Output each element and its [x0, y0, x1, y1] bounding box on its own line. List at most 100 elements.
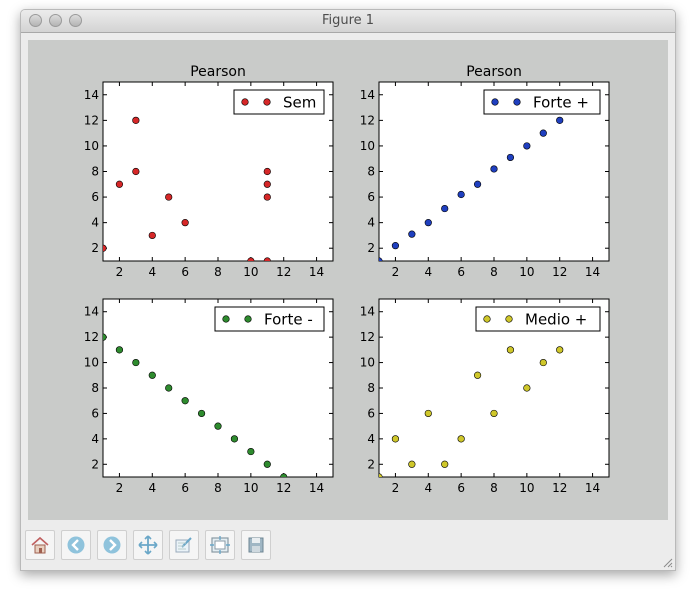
data-point — [391, 435, 400, 443]
home-button[interactable] — [25, 530, 55, 560]
legend-label: Sem — [283, 94, 316, 112]
y-tick-label: 14 — [360, 88, 375, 102]
y-tick-label: 8 — [367, 165, 375, 179]
x-tick-label: 8 — [490, 481, 498, 495]
data-point — [247, 447, 255, 456]
figure-svg: 2 4 6 8 10 12 14 2 4 6 8 10 12 14 Pearson Sem 2 4 6 8 10 12 14… — [84, 64, 610, 495]
x-tick-label: 2 — [392, 265, 400, 279]
y-tick-label: 6 — [91, 406, 99, 420]
data-point — [280, 473, 288, 477]
data-point — [506, 346, 515, 354]
minimize-window-button[interactable] — [49, 14, 62, 27]
data-point — [132, 167, 140, 176]
y-tick-label: 4 — [367, 216, 375, 230]
title-bar: Figure 1 — [21, 10, 675, 33]
legend-marker — [491, 98, 499, 106]
x-tick-label: 6 — [181, 481, 189, 495]
data-point — [490, 409, 498, 418]
data-point — [539, 358, 547, 367]
data-point — [408, 460, 416, 468]
data-point — [165, 384, 173, 392]
close-window-button[interactable] — [29, 14, 42, 27]
data-point — [247, 257, 255, 261]
data-point — [506, 153, 515, 162]
y-tick-label: 2 — [91, 241, 99, 255]
forward-button[interactable] — [97, 530, 127, 560]
pan-icon — [138, 535, 158, 555]
y-tick-label: 4 — [367, 432, 375, 446]
figure-canvas: 2 4 6 8 10 12 14 2 4 6 8 10 12 14 Pearson Sem 2 4 6 8 10 12 14… — [28, 40, 668, 520]
data-point — [523, 384, 531, 392]
data-point — [263, 180, 271, 188]
data-point — [424, 409, 432, 418]
x-tick-label: 2 — [116, 481, 124, 495]
subplot-title: Pearson — [466, 64, 522, 80]
y-tick-label: 8 — [367, 381, 375, 395]
y-tick-label: 10 — [84, 356, 99, 370]
x-tick-label: 14 — [309, 265, 324, 279]
x-tick-label: 4 — [148, 265, 156, 279]
y-tick-label: 4 — [91, 432, 99, 446]
legend-marker — [222, 315, 230, 323]
legend-label: Forte - — [264, 311, 313, 329]
x-tick-label: 12 — [552, 265, 567, 279]
legend-marker — [244, 315, 252, 323]
legend-label: Medio + — [525, 311, 587, 329]
data-point — [539, 129, 547, 137]
y-tick-label: 6 — [91, 190, 99, 204]
data-point — [165, 193, 173, 201]
save-button[interactable] — [241, 530, 271, 560]
y-tick-label: 10 — [360, 139, 375, 153]
data-point — [103, 333, 107, 341]
home-icon — [31, 536, 49, 554]
data-point — [473, 180, 482, 188]
back-button[interactable] — [61, 530, 91, 560]
zoom-button[interactable] — [169, 530, 199, 560]
x-tick-label: 10 — [519, 481, 534, 495]
data-point — [523, 142, 531, 150]
legend-marker — [513, 98, 521, 106]
y-tick-label: 14 — [360, 305, 375, 319]
x-tick-label: 6 — [181, 265, 189, 279]
x-tick-label: 12 — [276, 265, 291, 279]
data-point — [556, 346, 564, 354]
legend-label: Forte + — [533, 94, 589, 112]
legend-marker — [483, 315, 491, 323]
resize-grip-icon[interactable] — [661, 556, 673, 568]
x-tick-label: 10 — [243, 481, 258, 495]
legend-box — [233, 89, 325, 115]
pan-button[interactable] — [133, 530, 163, 560]
data-point — [263, 167, 271, 176]
legend-marker — [505, 315, 513, 323]
y-tick-label: 2 — [367, 457, 375, 471]
y-tick-label: 14 — [84, 305, 99, 319]
data-point — [441, 460, 449, 468]
window-title: Figure 1 — [321, 13, 375, 28]
x-tick-label: 8 — [214, 265, 222, 279]
subplot-title: Pearson — [190, 64, 246, 80]
data-point — [379, 473, 383, 477]
y-tick-label: 2 — [91, 457, 99, 471]
data-point — [148, 371, 156, 379]
data-point — [473, 371, 482, 379]
y-tick-label: 4 — [91, 216, 99, 230]
y-tick-label: 8 — [91, 381, 99, 395]
data-point — [214, 422, 222, 430]
x-tick-label: 4 — [424, 265, 432, 279]
subplots-button[interactable] — [205, 530, 235, 560]
x-tick-label: 6 — [457, 481, 465, 495]
y-tick-label: 10 — [84, 139, 99, 153]
save-icon — [248, 537, 264, 553]
data-point — [181, 219, 189, 227]
data-point — [424, 219, 432, 227]
y-tick-label: 10 — [360, 356, 375, 370]
x-tick-label: 10 — [519, 265, 534, 279]
y-tick-label: 12 — [360, 330, 375, 344]
zoom-window-button[interactable] — [69, 14, 82, 27]
y-tick-label: 12 — [360, 113, 375, 127]
data-point — [379, 257, 383, 261]
data-point — [103, 244, 107, 252]
data-point — [132, 116, 140, 124]
back-arrow-icon — [67, 536, 85, 554]
x-tick-label: 6 — [457, 265, 465, 279]
